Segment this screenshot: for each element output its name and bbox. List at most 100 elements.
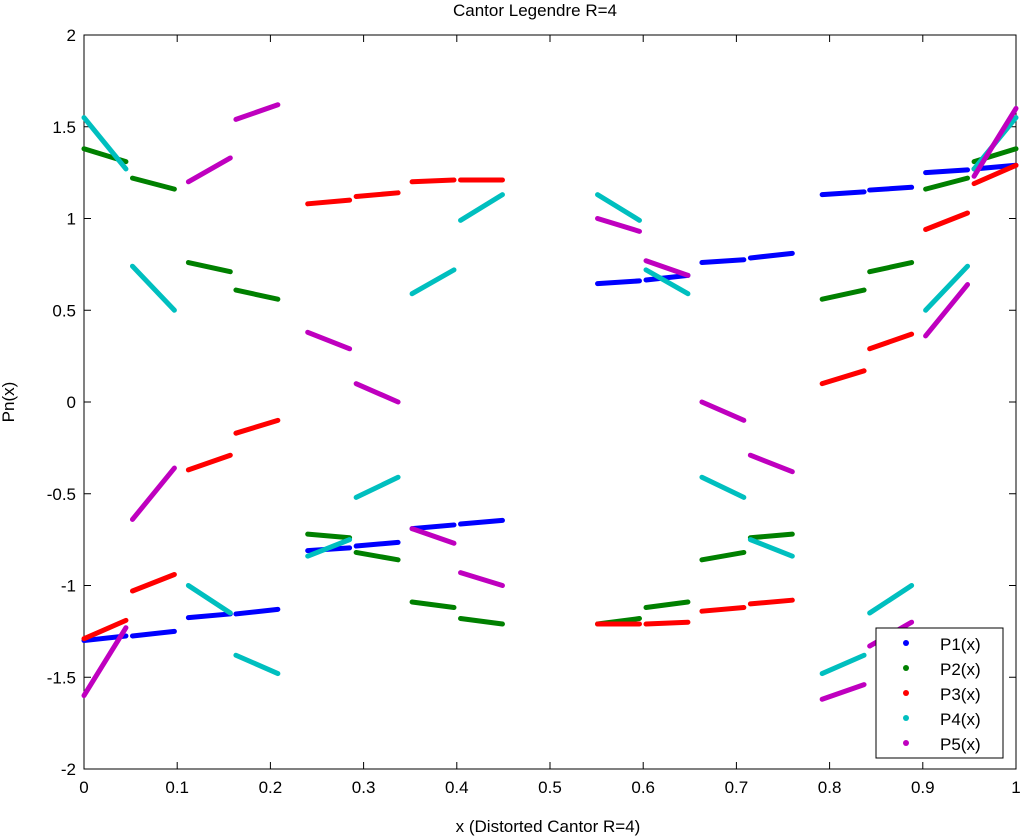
series-p3x <box>81 162 1019 642</box>
x-tick-label: 1 <box>1011 778 1020 797</box>
data-segment <box>747 537 795 559</box>
data-segment <box>923 282 971 339</box>
data-segment <box>699 549 747 563</box>
legend-label: P4(x) <box>940 710 981 729</box>
data-segment <box>233 652 281 677</box>
data-segment <box>305 531 353 541</box>
data-segment <box>923 263 971 313</box>
data-segment <box>233 606 281 617</box>
x-tick-label: 0.7 <box>725 778 749 797</box>
x-tick-label: 0.5 <box>538 778 562 797</box>
data-segment <box>867 583 915 616</box>
data-segment <box>458 570 505 588</box>
data-segment <box>595 278 642 287</box>
y-tick-label: -0.5 <box>47 485 76 504</box>
data-segment <box>305 537 353 559</box>
data-segment <box>747 250 795 261</box>
data-segment <box>81 617 129 642</box>
data-segment <box>747 597 795 607</box>
data-segment <box>819 652 867 677</box>
data-segment <box>699 257 747 266</box>
data-segment <box>185 452 233 473</box>
x-tick-label: 0 <box>79 778 88 797</box>
data-segment <box>353 539 401 549</box>
y-tick-labels: 2 1.5 1 0.5 0 -0.5 -1 -1.5 -2 <box>47 26 76 779</box>
data-segment <box>409 267 457 297</box>
data-segment <box>867 331 915 352</box>
data-segment <box>129 628 177 639</box>
data-segment <box>867 184 915 193</box>
y-tick-label: 0 <box>67 393 76 412</box>
x-tick-label: 0.3 <box>352 778 376 797</box>
legend-label: P1(x) <box>940 635 981 654</box>
legend-label: P3(x) <box>940 685 981 704</box>
legend-label: P2(x) <box>940 660 981 679</box>
data-segment <box>185 611 233 621</box>
y-tick-label: -2 <box>61 760 76 779</box>
data-segment <box>643 599 691 611</box>
data-segment <box>699 474 747 500</box>
data-segment <box>305 329 353 352</box>
data-segment <box>129 571 177 594</box>
data-segment <box>185 583 233 616</box>
x-axis-label: x (Distorted Cantor R=4) <box>456 817 641 836</box>
x-tick-label: 0.9 <box>911 778 935 797</box>
data-segment <box>129 465 177 522</box>
chart-title: Cantor Legendre R=4 <box>453 1 617 20</box>
y-tick-label: -1.5 <box>47 668 76 687</box>
data-segment <box>819 682 867 702</box>
y-tick-label: 1 <box>67 210 76 229</box>
y-axis-label: Pn(x) <box>0 382 18 423</box>
data-segment <box>129 263 177 313</box>
data-segment <box>643 272 691 283</box>
data-segment <box>747 531 795 541</box>
legend-box <box>875 627 1004 759</box>
data-segment <box>409 177 457 185</box>
data-segment <box>819 189 867 198</box>
data-segment <box>819 368 867 387</box>
data-segment <box>458 192 505 223</box>
data-segment <box>458 616 505 627</box>
data-segment <box>923 175 971 192</box>
legend-marker <box>903 640 909 646</box>
data-segment <box>81 625 129 699</box>
data-segment <box>643 258 691 278</box>
data-segment <box>458 517 505 527</box>
data-segment <box>305 197 353 207</box>
data-segment <box>643 619 691 627</box>
data-segment <box>595 192 642 223</box>
data-segment <box>233 102 281 122</box>
data-segment <box>819 287 867 302</box>
legend-marker <box>903 665 909 671</box>
data-segment <box>699 605 747 614</box>
x-tick-label: 0.2 <box>259 778 283 797</box>
x-tick-label: 0.4 <box>445 778 469 797</box>
axis-ticks <box>83 34 1017 770</box>
legend-items: P1(x) P2(x) P3(x) P4(x) P5(x) <box>903 635 981 754</box>
data-segment <box>129 175 177 192</box>
series-p1x <box>81 162 1019 644</box>
data-segment <box>923 210 971 233</box>
legend-label: P5(x) <box>940 735 981 754</box>
x-tick-label: 0.8 <box>818 778 842 797</box>
data-segment <box>747 452 795 475</box>
data-segment <box>409 522 457 532</box>
data-segment <box>353 190 401 199</box>
x-tick-label: 0.6 <box>631 778 655 797</box>
data-segment <box>923 167 971 176</box>
data-segment <box>699 399 747 423</box>
x-tick-label: 0.1 <box>165 778 189 797</box>
y-tick-label: 2 <box>67 26 76 45</box>
legend-marker <box>903 715 909 721</box>
data-segment <box>233 287 281 302</box>
x-tick-labels: 0 0.1 0.2 0.3 0.4 0.5 0.6 0.7 0.8 0.9 1 <box>79 778 1020 797</box>
data-segment <box>353 549 401 563</box>
legend: P1(x) P2(x) P3(x) P4(x) P5(x) <box>875 627 1004 759</box>
data-segment <box>233 417 281 436</box>
data-segment <box>867 260 915 275</box>
data-segment <box>595 216 642 234</box>
y-tick-label: -1 <box>61 577 76 596</box>
legend-marker <box>903 740 909 746</box>
